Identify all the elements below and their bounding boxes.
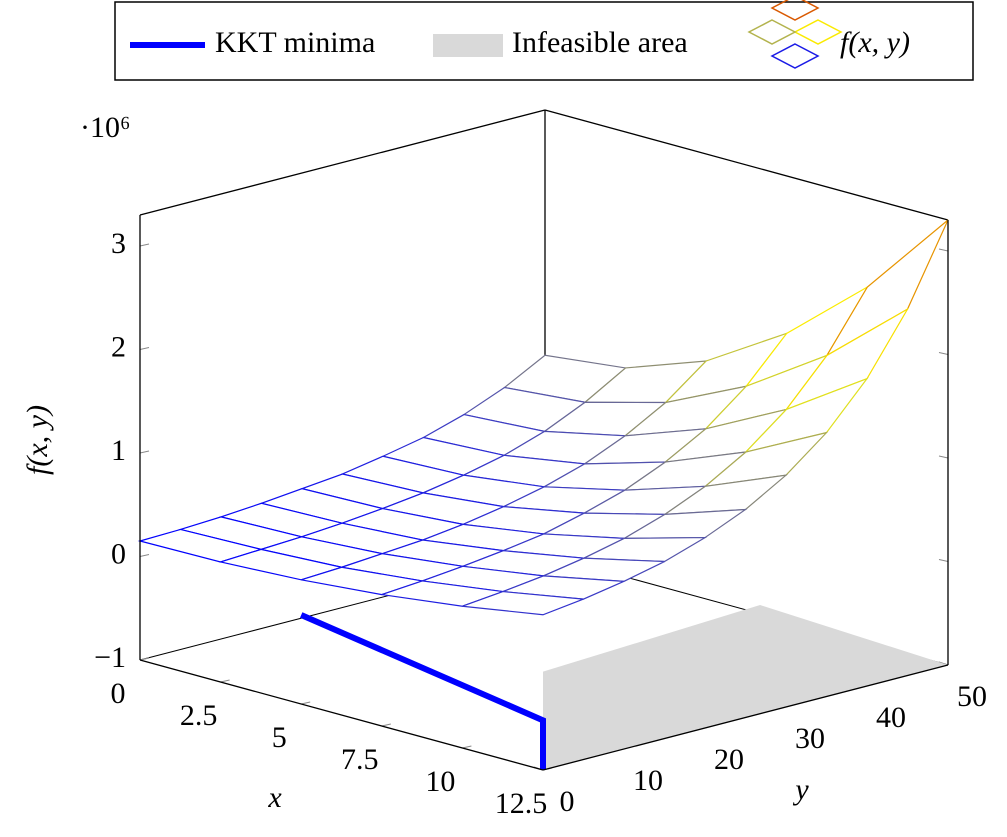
y-tick-label: 30 (795, 722, 825, 755)
z-tick-label: 2 (111, 330, 126, 363)
z-tick (139, 347, 150, 351)
x-axis-label: x (267, 781, 282, 814)
axis-box (542, 664, 949, 771)
legend-cell (747, 19, 797, 45)
z-axis-label: f(x, y) (21, 405, 54, 475)
axis-box (544, 109, 949, 221)
legend-swatch (747, 0, 843, 69)
z-tick (139, 243, 150, 247)
y-tick-label: 40 (876, 701, 906, 734)
legend-swatch (433, 34, 503, 57)
legend-label: f(x, y) (840, 26, 910, 59)
z-tick (139, 657, 150, 661)
surface-cell (462, 590, 584, 616)
z-tick-label: −1 (94, 641, 126, 674)
z-tick-label: 1 (111, 434, 126, 467)
z-tick (139, 450, 150, 454)
y-tick-label: 50 (957, 680, 987, 713)
x-tick-label: 5 (272, 721, 287, 754)
y-tick-label: 20 (714, 743, 744, 776)
x-tick-label: 12.5 (495, 787, 548, 820)
z-tick (938, 248, 949, 252)
x-tick (301, 701, 311, 705)
z-multiplier: ·10⁶ (80, 111, 130, 144)
axis-box (139, 109, 546, 216)
z-tick-label: 0 (111, 537, 126, 570)
legend-box (114, 1, 974, 81)
z-tick (938, 559, 949, 562)
kkt-line (300, 612, 546, 770)
axis-box (139, 659, 544, 771)
y-axis-label: y (792, 773, 809, 806)
z-tick (139, 554, 150, 557)
x-tick-label: 7.5 (341, 743, 379, 776)
x-tick-label: 0 (111, 677, 126, 710)
legend-label: Infeasible area (512, 26, 688, 59)
legend-cell (770, 43, 820, 69)
legend-cell (770, 0, 820, 21)
x-tick (381, 723, 391, 727)
legend-label: KKT minima (215, 26, 375, 59)
legend-cell (793, 19, 843, 45)
y-tick-label: 10 (633, 764, 663, 797)
x-tick (462, 745, 472, 749)
x-tick (220, 679, 230, 683)
infeasible-area (543, 605, 948, 770)
z-tick (938, 455, 949, 459)
z-tick-label: 3 (111, 227, 126, 260)
x-tick-label: 2.5 (180, 699, 218, 732)
y-tick-label: 0 (560, 785, 575, 818)
x-tick-label: 10 (425, 765, 455, 798)
z-tick (938, 352, 949, 356)
